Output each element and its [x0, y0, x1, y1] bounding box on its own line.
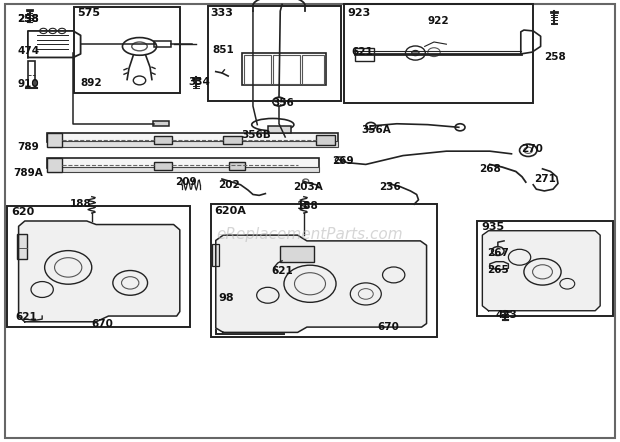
Bar — [46, 141, 338, 147]
Text: 620: 620 — [11, 207, 34, 217]
Polygon shape — [19, 221, 180, 322]
Bar — [17, 234, 27, 259]
Text: 188: 188 — [296, 201, 318, 210]
Text: 258: 258 — [17, 14, 39, 24]
Bar — [355, 48, 374, 61]
Bar — [46, 133, 338, 142]
Bar — [28, 61, 35, 88]
Text: 892: 892 — [81, 78, 102, 88]
Text: 910: 910 — [17, 79, 39, 89]
Text: 670: 670 — [92, 319, 113, 328]
Text: 333: 333 — [210, 8, 233, 18]
Bar — [316, 135, 335, 145]
Bar — [273, 55, 300, 84]
Bar — [46, 158, 319, 168]
Bar — [280, 246, 314, 262]
Circle shape — [412, 50, 419, 56]
Text: 935: 935 — [481, 222, 504, 232]
Text: 265: 265 — [487, 265, 508, 274]
Bar — [242, 53, 326, 85]
Text: 356A: 356A — [361, 125, 391, 135]
Text: 258: 258 — [17, 14, 39, 24]
Text: eReplacementParts.com: eReplacementParts.com — [216, 227, 404, 242]
Bar — [154, 136, 172, 144]
Bar — [153, 121, 169, 126]
Text: 922: 922 — [428, 16, 450, 26]
Text: 209: 209 — [175, 177, 197, 187]
Text: 202: 202 — [218, 180, 240, 190]
Polygon shape — [216, 235, 427, 332]
Text: 334: 334 — [188, 77, 210, 87]
Text: 423: 423 — [496, 310, 518, 320]
Bar — [46, 167, 319, 172]
Bar — [154, 41, 171, 47]
Bar — [211, 204, 437, 337]
Text: 923: 923 — [347, 8, 371, 18]
Bar — [223, 136, 242, 144]
Text: 356B: 356B — [242, 130, 272, 140]
Bar — [216, 295, 284, 334]
Text: 620A: 620A — [215, 206, 246, 216]
Bar — [477, 221, 613, 316]
Bar — [302, 55, 324, 84]
Bar — [154, 162, 172, 170]
Text: 789: 789 — [17, 142, 39, 152]
Bar — [74, 7, 180, 93]
Bar — [268, 126, 291, 133]
Text: 271: 271 — [534, 174, 556, 184]
Text: 203A: 203A — [293, 182, 323, 191]
Text: 258: 258 — [544, 52, 566, 61]
Text: 236: 236 — [379, 182, 401, 191]
Text: 621: 621 — [16, 312, 37, 322]
Bar — [212, 244, 219, 266]
Text: 356: 356 — [273, 98, 294, 108]
Polygon shape — [482, 231, 600, 311]
Text: 269: 269 — [332, 156, 353, 166]
Bar — [46, 133, 62, 147]
Text: 270: 270 — [521, 145, 542, 154]
Text: 621: 621 — [351, 47, 373, 57]
Text: 575: 575 — [77, 8, 100, 18]
Text: 851: 851 — [212, 45, 234, 54]
Bar — [229, 162, 245, 170]
Bar — [208, 6, 341, 101]
Text: 621: 621 — [272, 266, 293, 275]
Text: 188: 188 — [69, 199, 91, 209]
Text: 98: 98 — [219, 293, 234, 303]
Bar — [46, 158, 62, 172]
Text: 670: 670 — [377, 322, 399, 332]
Bar — [344, 4, 533, 103]
Text: 789A: 789A — [14, 168, 43, 178]
Bar — [7, 206, 190, 327]
Bar — [244, 55, 271, 84]
Text: 474: 474 — [17, 46, 40, 56]
Text: 267: 267 — [487, 248, 508, 258]
Text: 268: 268 — [479, 164, 500, 174]
